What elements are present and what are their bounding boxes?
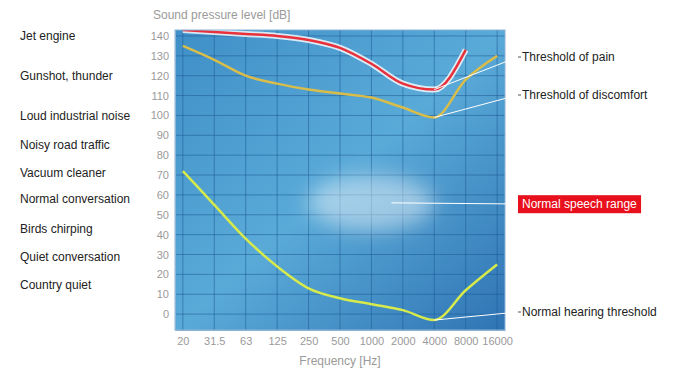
grid-line	[434, 30, 435, 330]
x-axis: 20 31.5 63 125 250 500 1000 2000 4000 8000 16000	[176, 330, 513, 347]
tick-label: 20	[157, 268, 169, 280]
tick-label: 10	[157, 288, 169, 300]
tick-label: 100	[151, 109, 169, 121]
tick: 110	[151, 90, 175, 102]
series-line	[183, 46, 497, 118]
grid-line	[308, 30, 309, 330]
tick: 20	[157, 268, 175, 280]
level-label: Country quiet	[20, 278, 92, 292]
tick: 4000	[423, 330, 447, 347]
tick-label: 120	[151, 70, 169, 82]
tick: 31.5	[204, 330, 225, 347]
leader-line	[518, 312, 521, 313]
speech-range-text: Normal speech range	[522, 197, 637, 211]
tick-label: 50	[157, 209, 169, 221]
tick: 10	[157, 288, 175, 300]
grid-line	[214, 30, 215, 330]
leader-line	[518, 57, 521, 58]
grid-line	[497, 30, 498, 330]
level-label: Birds chirping	[20, 222, 93, 236]
tick: 16000	[482, 330, 513, 347]
leader-line	[434, 312, 518, 320]
grid-line	[277, 30, 278, 330]
level-label: Loud industrial noise	[20, 109, 130, 123]
y-axis: 0 10 20 30 40 50 60 70 80 90 100 110 120 130 140	[151, 30, 176, 331]
tick-label: 8000	[454, 335, 478, 347]
tick-label: 140	[151, 30, 169, 42]
tick: 80	[157, 149, 175, 161]
tick: 140	[151, 30, 175, 42]
tick: 30	[157, 249, 175, 261]
label-box	[518, 195, 641, 213]
tick-label: 0	[163, 308, 169, 320]
tick: 120	[151, 70, 175, 82]
tick: 50	[157, 209, 175, 221]
level-label: Gunshot, thunder	[20, 69, 113, 83]
leader-line	[391, 203, 518, 204]
tick-label: 63	[240, 335, 252, 347]
tick-label: 500	[331, 335, 349, 347]
grid-line	[182, 30, 183, 330]
tick-label: 20	[177, 335, 189, 347]
x-axis-title: Frequency [Hz]	[299, 354, 380, 368]
tick: 63	[240, 330, 252, 347]
leader-line	[434, 95, 518, 117]
tick: 130	[151, 50, 175, 62]
series-label: Normal hearing threshold	[522, 305, 657, 319]
level-label: Normal conversation	[20, 192, 130, 206]
tick-label: 4000	[423, 335, 447, 347]
level-label: Vacuum cleaner	[20, 166, 106, 180]
tick-label: 125	[268, 335, 286, 347]
tick: 125	[268, 330, 286, 347]
tick-label: 60	[157, 189, 169, 201]
series-line	[183, 171, 497, 320]
tick-label: 110	[151, 90, 169, 102]
tick: 20	[177, 330, 189, 347]
tick-label: 1000	[360, 335, 384, 347]
tick: 100	[151, 109, 175, 121]
tick: 8000	[454, 330, 478, 347]
y-axis-title: Sound pressure level [dB]	[153, 8, 290, 22]
leader-line	[434, 57, 518, 90]
series-label: Threshold of discomfort	[522, 88, 648, 102]
tick-label: 40	[157, 229, 169, 241]
tick: 2000	[391, 330, 415, 347]
leader-line	[518, 95, 521, 96]
plot-background	[175, 30, 505, 330]
level-label: Jet engine	[20, 29, 76, 43]
tick: 500	[331, 330, 349, 347]
tick: 90	[157, 129, 175, 141]
tick-label: 16000	[482, 335, 513, 347]
tick-label: 2000	[391, 335, 415, 347]
line-halo	[183, 30, 466, 90]
tick: 60	[157, 189, 175, 201]
tick-label: 70	[157, 169, 169, 181]
plot-frame	[175, 30, 505, 330]
tick: 70	[157, 169, 175, 181]
series-line	[183, 30, 466, 90]
chart: 0 10 20 30 40 50 60 70 80 90 100 110 120 130 140 20 31.5…	[0, 0, 688, 372]
tick-label: 80	[157, 149, 169, 161]
tick-label: 250	[300, 335, 318, 347]
level-label: Noisy road traffic	[20, 138, 110, 152]
tick-label: 130	[151, 50, 169, 62]
tick: 0	[163, 308, 175, 320]
tick-label: 31.5	[204, 335, 225, 347]
plot-area	[183, 30, 497, 320]
grid-line	[465, 30, 466, 330]
tick: 250	[300, 330, 318, 347]
tick-label: 30	[157, 249, 169, 261]
speech-range-label: Normal speech range	[518, 195, 641, 213]
level-label: Quiet conversation	[20, 250, 120, 264]
tick: 1000	[360, 330, 384, 347]
tick-label: 90	[157, 129, 169, 141]
series-label: Threshold of pain	[522, 50, 615, 64]
tick: 40	[157, 229, 175, 241]
grid	[175, 30, 505, 330]
